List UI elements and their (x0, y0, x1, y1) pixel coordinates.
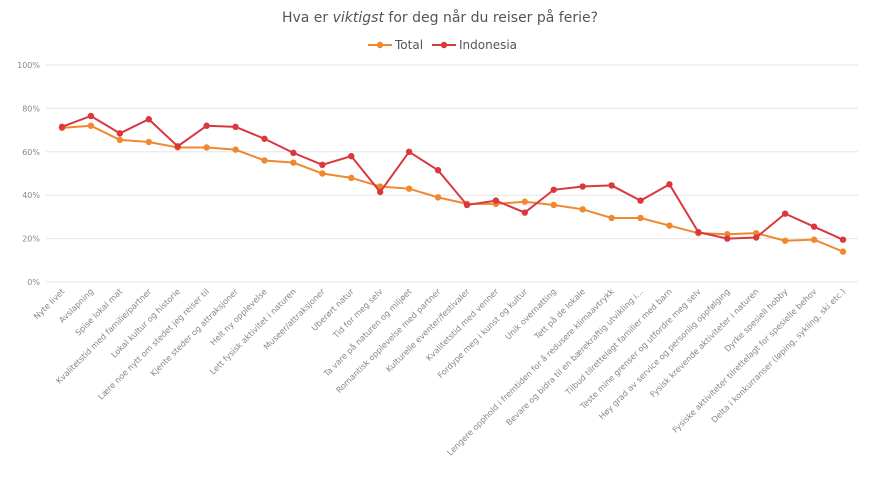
x-tick-label: Unik overnatting (503, 286, 558, 341)
data-point[interactable] (579, 206, 586, 213)
data-point[interactable] (695, 228, 702, 236)
data-point[interactable] (434, 167, 442, 174)
data-point[interactable] (116, 136, 124, 144)
data-point[interactable] (348, 174, 355, 182)
legend: Total Indonesia (368, 38, 517, 52)
series-line (61, 114, 844, 241)
y-tick-label: 0% (27, 278, 40, 287)
data-point[interactable] (753, 234, 760, 241)
data-point[interactable] (203, 122, 210, 129)
data-point[interactable] (87, 112, 95, 120)
data-point[interactable] (810, 223, 818, 230)
data-point[interactable] (608, 214, 615, 222)
y-axis: 0% 20% 40% 60% 80% 100% (17, 61, 40, 287)
y-tick-label: 100% (17, 61, 40, 70)
data-point[interactable] (261, 157, 268, 164)
data-point[interactable] (232, 123, 239, 131)
y-tick-label: 80% (22, 104, 40, 113)
data-point[interactable] (319, 161, 326, 169)
data-point[interactable] (58, 123, 66, 131)
legend-label: Total (394, 38, 423, 52)
legend-dot-marker (440, 41, 448, 49)
data-point[interactable] (319, 170, 326, 177)
data-point[interactable] (608, 182, 615, 189)
legend-item-total[interactable]: Total (368, 38, 423, 52)
data-point[interactable] (405, 148, 413, 155)
data-point[interactable] (116, 130, 124, 137)
series-total (58, 122, 847, 255)
data-point[interactable] (839, 236, 847, 243)
data-point[interactable] (637, 214, 644, 222)
data-point[interactable] (174, 143, 181, 150)
data-point[interactable] (781, 237, 789, 244)
data-point[interactable] (348, 152, 355, 160)
data-point[interactable] (521, 209, 529, 216)
data-point[interactable] (492, 197, 500, 204)
data-point[interactable] (839, 248, 847, 255)
x-tick-label: Tett på de lokale (532, 286, 588, 342)
y-tick-label: 40% (22, 191, 40, 200)
data-point[interactable] (290, 149, 297, 157)
data-point[interactable] (724, 235, 731, 242)
gridlines (46, 64, 858, 283)
data-point[interactable] (637, 197, 644, 204)
data-point[interactable] (145, 138, 152, 146)
data-point[interactable] (261, 135, 268, 142)
data-point[interactable] (666, 181, 673, 188)
data-point[interactable] (579, 183, 586, 190)
x-tick-label: Tid for meg selv (330, 286, 384, 340)
data-point[interactable] (87, 122, 95, 129)
data-point[interactable] (550, 186, 557, 193)
x-tick-label: Bevare og bidra til en bærekraftig utvik… (504, 286, 645, 427)
y-tick-label: 60% (22, 148, 40, 157)
x-tick-label: Delta i konkurranser (løping, sykling, s… (709, 286, 847, 424)
data-point[interactable] (203, 144, 210, 151)
x-tick-label: Tilbud tilrettelagt familier med barn (563, 286, 674, 397)
data-point[interactable] (521, 198, 529, 205)
data-point[interactable] (550, 201, 557, 209)
data-point[interactable] (810, 236, 818, 243)
legend-dot-marker (376, 41, 384, 49)
data-point[interactable] (463, 201, 471, 209)
data-point[interactable] (232, 146, 239, 153)
data-point[interactable] (145, 116, 152, 123)
series-indonesia (58, 112, 847, 243)
x-tick-label: Romantisk opplevelse med partner (334, 286, 443, 395)
y-tick-label: 20% (22, 235, 40, 244)
data-point[interactable] (781, 210, 789, 217)
series-line (61, 124, 844, 253)
data-point[interactable] (290, 159, 297, 166)
series-group (58, 112, 847, 255)
legend-item-indonesia[interactable]: Indonesia (432, 38, 517, 52)
data-point[interactable] (666, 222, 673, 229)
data-point[interactable] (434, 194, 442, 201)
data-point[interactable] (376, 188, 384, 196)
chart-title: Hva er viktigst for deg når du reiser på… (282, 9, 598, 26)
data-point[interactable] (405, 185, 413, 192)
legend-label: Indonesia (459, 38, 517, 52)
